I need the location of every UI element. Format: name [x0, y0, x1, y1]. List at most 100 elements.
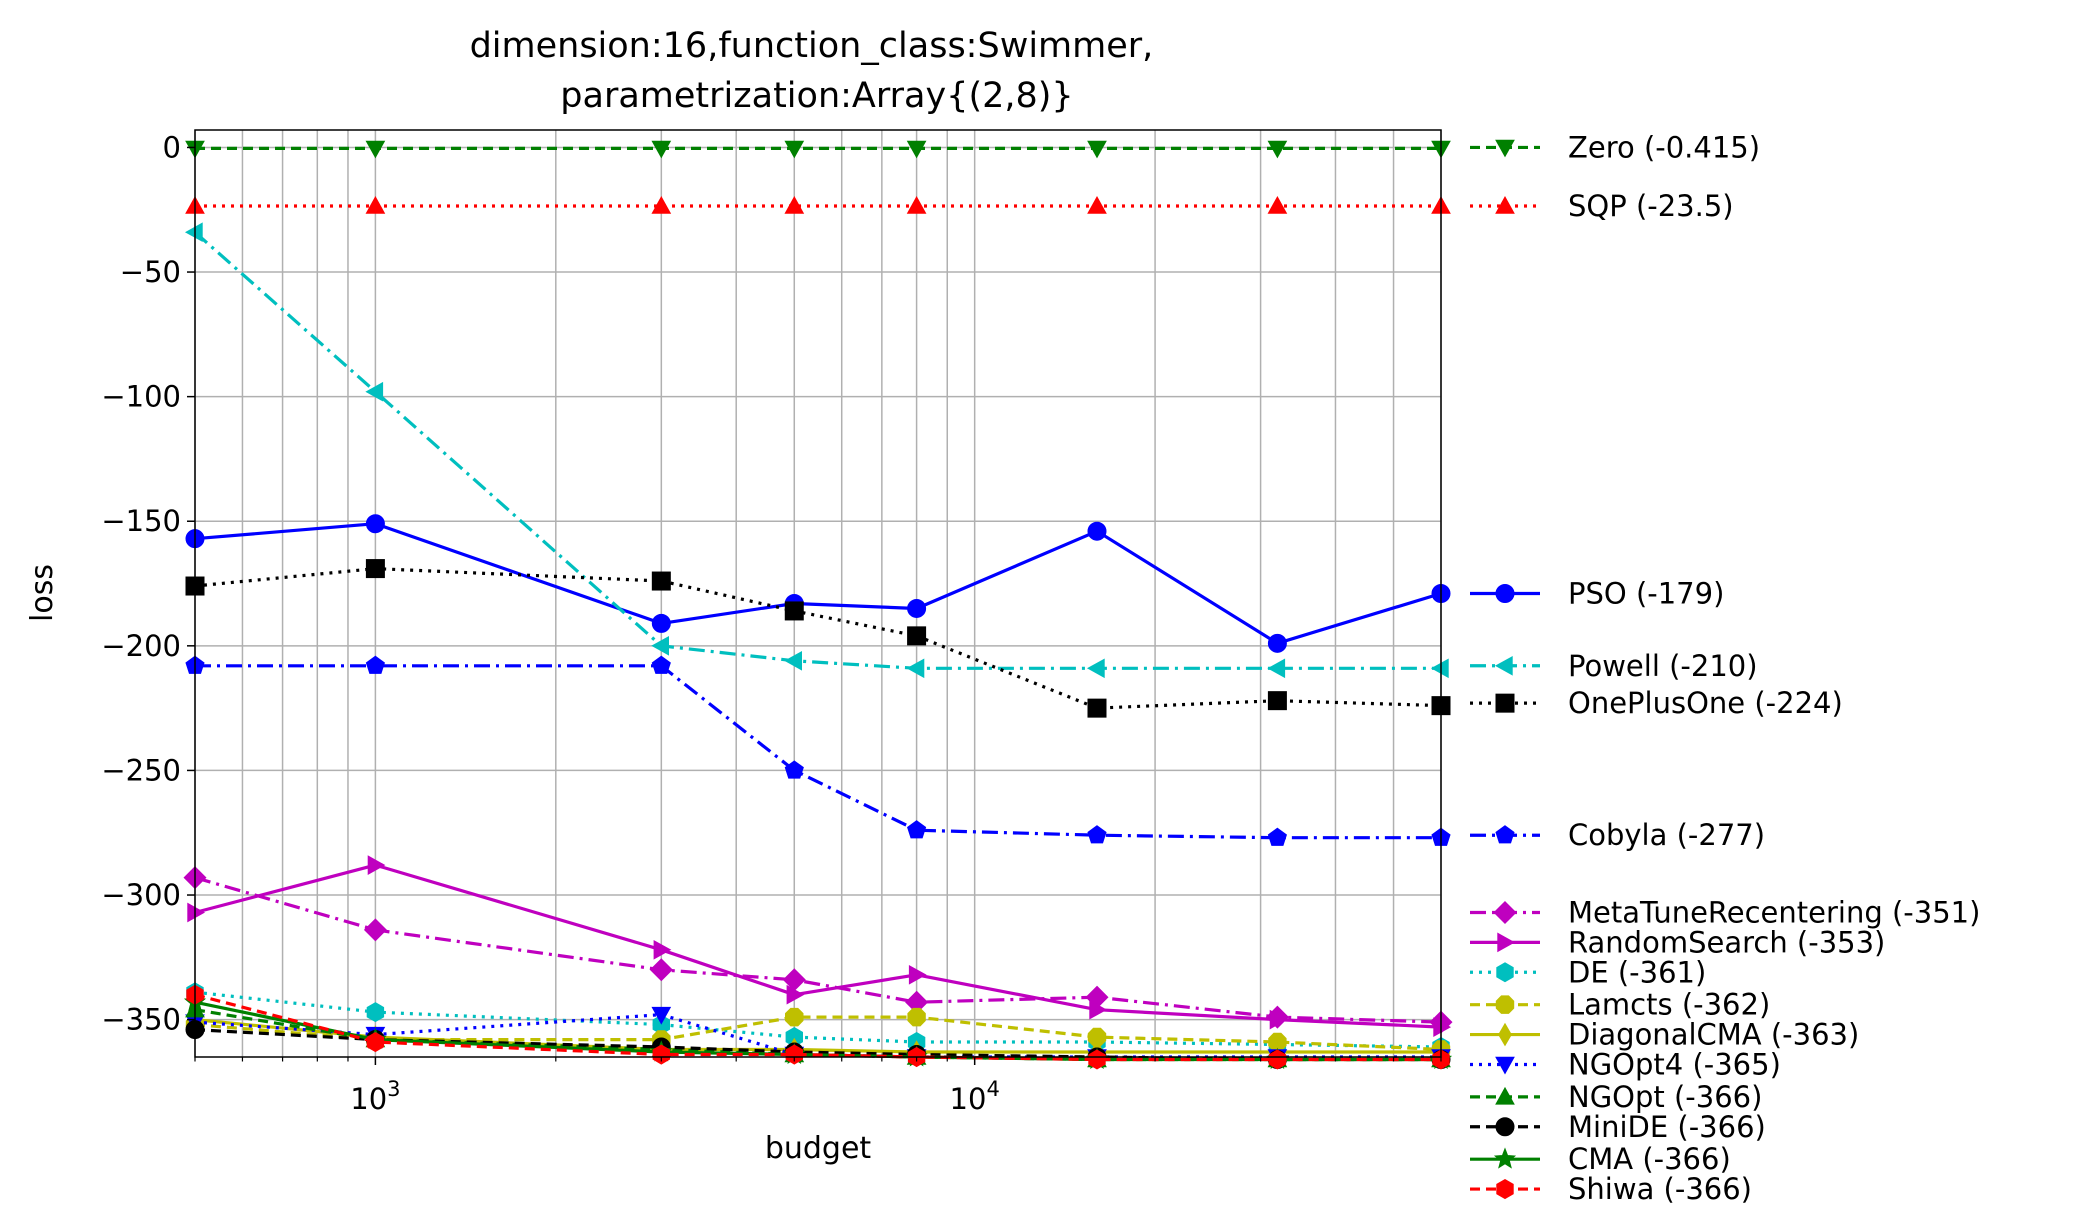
- data-point: [1267, 827, 1287, 846]
- y-tick-label: 0: [163, 130, 181, 164]
- legend-marker: [1495, 139, 1515, 158]
- data-point: [651, 195, 672, 214]
- legend-marker: [1495, 1117, 1515, 1137]
- series-line: [194, 990, 1442, 1049]
- data-point: [365, 514, 385, 534]
- series-5: [185, 655, 1451, 846]
- series-line: [194, 1018, 1441, 1054]
- data-point: [1088, 1049, 1106, 1070]
- legend-entry-12: NGOpt (-366): [1470, 1080, 1762, 1114]
- legend-entry-1: SQP (-23.5): [1470, 189, 1734, 223]
- legend-label: NGOpt (-366): [1568, 1080, 1762, 1114]
- legend-marker: [1495, 584, 1515, 603]
- y-tick-label: −350: [101, 1003, 181, 1037]
- data-point: [784, 650, 802, 671]
- x-tick-label-base: 10: [350, 1082, 387, 1116]
- legend-marker: [1496, 1179, 1514, 1200]
- data-point: [1267, 691, 1287, 711]
- data-point: [1087, 521, 1107, 541]
- legend-entry-13: MiniDE (-366): [1470, 1110, 1766, 1144]
- legend-label: CMA (-366): [1568, 1142, 1731, 1176]
- series-line: [194, 863, 1442, 1029]
- data-point: [1267, 140, 1288, 159]
- data-point: [784, 601, 804, 621]
- data-point: [365, 655, 385, 674]
- data-point: [1268, 1049, 1287, 1070]
- series-line: [194, 993, 1441, 1062]
- legend-marker: [1494, 655, 1513, 676]
- data-point: [653, 939, 672, 960]
- data-point: [1269, 1009, 1288, 1030]
- series-3: [184, 222, 1449, 679]
- legend-label: Lamcts (-362): [1568, 988, 1770, 1022]
- legend-entry-14: CMA (-366): [1470, 1142, 1731, 1176]
- data-point: [366, 1032, 385, 1053]
- series-4: [185, 559, 1451, 718]
- data-point: [784, 195, 805, 214]
- legend-label: Cobyla (-277): [1568, 818, 1765, 852]
- data-point: [1087, 140, 1107, 159]
- legend-marker: [1495, 1086, 1515, 1105]
- legend-label: MiniDE (-366): [1568, 1110, 1766, 1144]
- data-point: [784, 760, 804, 779]
- legend-marker: [1495, 693, 1515, 713]
- data-point: [785, 1044, 803, 1065]
- plot-frame: [194, 129, 1442, 1058]
- data-point: [366, 1002, 385, 1023]
- legend-label: DE (-361): [1568, 955, 1706, 989]
- x-axis-label: budget: [765, 1131, 872, 1166]
- legend-entry-7: RandomSearch (-353): [1470, 925, 1885, 959]
- data-point: [651, 571, 671, 591]
- data-point: [907, 626, 927, 646]
- data-point: [365, 381, 384, 402]
- legend-label: PSO (-179): [1568, 577, 1724, 611]
- data-point: [1087, 195, 1107, 214]
- legend-marker: [1497, 932, 1516, 953]
- y-tick-label: −250: [101, 753, 181, 787]
- data-point: [1433, 1017, 1452, 1037]
- data-point: [908, 964, 927, 985]
- legend-entry-8: DE (-361): [1470, 955, 1706, 989]
- data-point: [1087, 825, 1107, 844]
- data-point: [786, 984, 805, 1005]
- data-point: [907, 1007, 926, 1027]
- legend-entry-3: Powell (-210): [1470, 649, 1758, 683]
- series-line: [193, 231, 1441, 670]
- legend-label: SQP (-23.5): [1568, 189, 1734, 223]
- data-point: [1267, 195, 1288, 214]
- x-tick-label: 103: [350, 1077, 400, 1116]
- data-point: [906, 140, 927, 159]
- data-point: [651, 635, 669, 656]
- series-line: [194, 567, 1442, 710]
- legend-entry-5: Cobyla (-277): [1470, 818, 1765, 852]
- data-point: [651, 140, 672, 159]
- data-point: [785, 1007, 804, 1027]
- data-point: [1087, 698, 1107, 718]
- legend-entry-4: OnePlusOne (-224): [1470, 686, 1843, 720]
- legend-label: NGOpt4 (-365): [1568, 1047, 1781, 1081]
- x-tick-label: 104: [950, 1077, 1000, 1116]
- data-point: [652, 1044, 670, 1065]
- chart-title: dimension:16,function_class:Swimmer, par…: [470, 26, 1165, 116]
- data-point: [907, 598, 927, 618]
- data-point: [651, 613, 671, 633]
- legend: Zero (-0.415) SQP (-23.5) PSO (-179) Powell…: [1470, 130, 1980, 1206]
- series-line: [194, 876, 1442, 1024]
- legend-marker: [1495, 1056, 1515, 1075]
- legend-entry-2: PSO (-179): [1470, 577, 1724, 611]
- data-point: [365, 559, 385, 579]
- series-line: [195, 664, 1441, 840]
- data-point: [365, 195, 386, 214]
- data-point: [649, 958, 673, 982]
- data-point: [906, 658, 925, 679]
- y-tick-label: −50: [120, 255, 181, 289]
- x-tick-label-base: 10: [950, 1082, 987, 1116]
- y-tick-label: −100: [101, 380, 181, 414]
- data-point: [1430, 658, 1449, 679]
- legend-entry-6: MetaTuneRecentering (-351): [1470, 895, 1980, 929]
- y-tick-label: −300: [101, 878, 181, 912]
- data-point: [784, 140, 805, 159]
- legend-label: OnePlusOne (-224): [1568, 686, 1843, 720]
- legend-marker: [1495, 195, 1515, 214]
- series-line: [194, 522, 1442, 645]
